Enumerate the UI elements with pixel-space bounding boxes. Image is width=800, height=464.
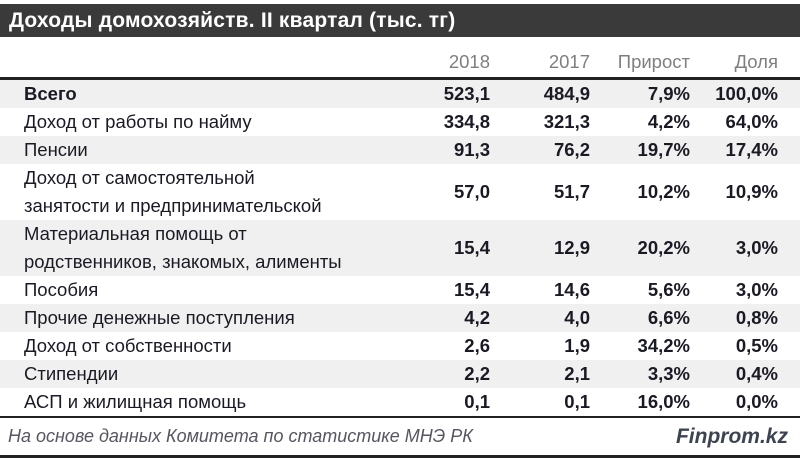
value-growth: 5,6% [647,279,690,300]
value-2017: 12,9 [553,237,590,258]
table-row: Материальная помощь от родственников, зн… [0,220,800,276]
value-2018: 15,4 [453,279,490,300]
value-share: 100,0% [715,83,778,104]
table-row: Доход от собственности 2,6 1,9 34,2% 0,5… [0,332,800,360]
value-2018: 4,2 [464,307,490,328]
row-label: АСП и жилищная помощь [24,391,247,412]
row-label: Прочие денежные поступления [24,307,295,328]
table-row: Пенсии 91,3 76,2 19,7% 17,4% [0,136,800,164]
value-2018: 15,4 [453,237,490,258]
value-2017: 4,0 [564,307,590,328]
table-row-total: Всего 523,1 484,9 7,9% 100,0% [0,80,800,108]
value-growth: 6,6% [647,307,690,328]
value-share: 10,9% [725,181,778,202]
value-2018: 523,1 [443,83,490,104]
value-growth: 16,0% [637,391,690,412]
value-2018: 57,0 [453,181,490,202]
value-2018: 2,2 [464,363,490,384]
title-bar: Доходы домохозяйств. II квартал (тыс. тг… [0,4,800,37]
column-header-share: Доля [734,51,778,72]
value-2018: 2,6 [464,335,490,356]
value-growth: 3,3% [647,363,690,384]
value-growth: 34,2% [637,335,690,356]
table-row: Прочие денежные поступления 4,2 4,0 6,6%… [0,304,800,332]
row-label: Пенсии [24,139,88,160]
table-header: 2018 2017 Прирост Доля [0,37,800,80]
source-note: На основе данных Комитета по статистике … [8,426,473,446]
column-header-2018: 2018 [448,51,490,72]
row-label: Доход от работы по найму [24,111,252,132]
value-2017: 51,7 [553,181,590,202]
value-share: 64,0% [725,111,778,132]
value-2017: 1,9 [564,335,590,356]
value-share: 0,5% [735,335,778,356]
value-2018: 334,8 [443,111,490,132]
table-row: Стипендии 2,2 2,1 3,3% 0,4% [0,360,800,388]
brand-logo: Finprom.kz [675,424,788,448]
value-share: 0,8% [735,307,778,328]
value-share: 3,0% [735,237,778,258]
value-share: 3,0% [735,279,778,300]
page-title: Доходы домохозяйств. II квартал (тыс. тг… [9,9,456,32]
value-2017: 321,3 [543,111,590,132]
column-header-growth: Прирост [617,51,690,72]
column-header-2017: 2017 [548,51,590,72]
table-row: Доход от самостоятельной занятости и пре… [0,164,800,220]
value-growth: 4,2% [647,111,690,132]
row-label: Стипендии [24,363,119,384]
value-growth: 20,2% [637,237,690,258]
row-label: Пособия [24,279,99,300]
row-label: Материальная помощь от родственников, зн… [24,223,342,272]
value-growth: 7,9% [647,83,690,104]
value-2017: 76,2 [553,139,590,160]
value-share: 0,0% [735,391,778,412]
row-label: Доход от собственности [24,335,232,356]
row-label: Доход от самостоятельной занятости и пре… [24,167,322,216]
row-label: Всего [24,83,77,104]
value-growth: 10,2% [637,181,690,202]
value-share: 17,4% [725,139,778,160]
value-2017: 2,1 [564,363,590,384]
table-body: Всего 523,1 484,9 7,9% 100,0% Доход от р… [0,80,800,416]
value-2017: 484,9 [543,83,590,104]
table-row: АСП и жилищная помощь 0,1 0,1 16,0% 0,0% [0,388,800,416]
table-row: Пособия 15,4 14,6 5,6% 3,0% [0,276,800,304]
value-2017: 0,1 [564,391,590,412]
value-2018: 0,1 [464,391,490,412]
table-row: Доход от работы по найму 334,8 321,3 4,2… [0,108,800,136]
footer: На основе данных Комитета по статистике … [0,416,800,458]
value-share: 0,4% [735,363,778,384]
value-growth: 19,7% [637,139,690,160]
value-2018: 91,3 [453,139,490,160]
value-2017: 14,6 [553,279,590,300]
